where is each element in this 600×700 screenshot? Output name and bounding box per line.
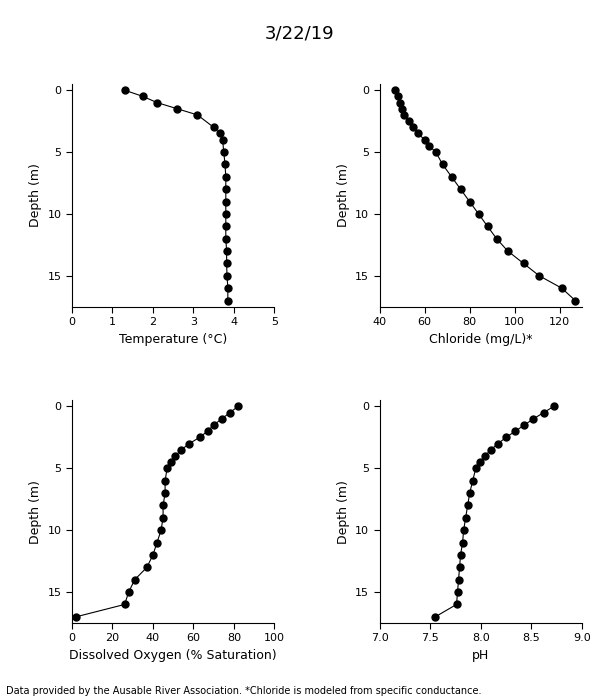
Text: Data provided by the Ausable River Association. *Chloride is modeled from specif: Data provided by the Ausable River Assoc…: [6, 687, 482, 696]
Y-axis label: Depth (m): Depth (m): [29, 480, 42, 544]
X-axis label: pH: pH: [472, 649, 490, 662]
Y-axis label: Depth (m): Depth (m): [337, 163, 350, 228]
Text: 3/22/19: 3/22/19: [265, 25, 335, 43]
Y-axis label: Depth (m): Depth (m): [29, 163, 42, 228]
X-axis label: Temperature (°C): Temperature (°C): [119, 332, 227, 346]
Y-axis label: Depth (m): Depth (m): [337, 480, 350, 544]
X-axis label: Dissolved Oxygen (% Saturation): Dissolved Oxygen (% Saturation): [70, 649, 277, 662]
X-axis label: Chloride (mg/L)*: Chloride (mg/L)*: [429, 332, 533, 346]
